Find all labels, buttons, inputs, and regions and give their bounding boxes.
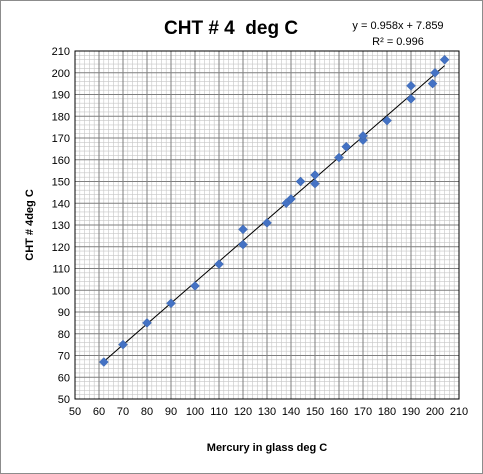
trendline-layer [103, 65, 445, 362]
data-point [430, 67, 440, 78]
data-point [427, 78, 438, 89]
data-point [334, 152, 344, 163]
x-tick-label: 170 [354, 406, 372, 418]
data-point [341, 141, 352, 152]
data-point [238, 224, 248, 235]
y-tick-label: 190 [52, 90, 70, 102]
data-point [238, 239, 248, 250]
data-points [98, 54, 450, 367]
trendline-equation: y = 0.958x + 7.859 [352, 20, 444, 32]
x-tick-label: 60 [93, 406, 105, 418]
data-point [358, 130, 368, 141]
x-tick-label: 190 [402, 406, 420, 418]
data-point [406, 80, 416, 91]
y-tick-label: 170 [52, 133, 70, 145]
x-axis-label: Mercury in glass deg C [207, 442, 327, 454]
data-point [118, 339, 128, 350]
data-point [286, 194, 296, 204]
data-point [262, 217, 272, 228]
x-tick-label: 180 [378, 406, 396, 418]
data-point [295, 176, 306, 187]
chart-title: CHT # 4 deg C [164, 18, 299, 39]
data-point [310, 178, 320, 189]
axis-tick-labels: 50 60 70 80 90 100 110 120 130 140 150 160 170 180 190… [52, 46, 469, 418]
y-tick-label: 50 [58, 394, 70, 406]
trendline-equation-box: y = 0.958x + 7.859 R² = 0.996 [338, 18, 458, 50]
x-tick-label: 120 [234, 406, 252, 418]
y-tick-label: 80 [58, 329, 70, 341]
data-point [382, 115, 392, 126]
plot-area-border [74, 50, 460, 400]
y-tick-label: 150 [52, 177, 70, 189]
x-tick-label: 160 [330, 406, 348, 418]
y-tick-label: 100 [52, 285, 70, 297]
y-tick-label: 90 [58, 307, 70, 319]
data-point [439, 54, 450, 65]
trendline [103, 65, 445, 362]
y-tick-label: 60 [58, 372, 70, 384]
data-point [98, 357, 109, 367]
y-tick-label: 120 [52, 242, 70, 254]
trendline-r-squared: R² = 0.996 [372, 36, 424, 48]
y-tick-label: 130 [52, 220, 70, 232]
y-tick-label: 180 [52, 111, 70, 123]
data-point [190, 281, 200, 291]
x-tick-label: 100 [186, 406, 204, 418]
x-tick-label: 90 [165, 406, 177, 418]
y-tick-label: 70 [58, 351, 70, 363]
y-tick-label: 140 [52, 198, 70, 210]
x-tick-label: 110 [210, 406, 228, 418]
x-tick-label: 130 [258, 406, 276, 418]
x-tick-label: 150 [306, 406, 324, 418]
data-point [142, 318, 152, 328]
y-tick-label: 200 [52, 68, 70, 80]
x-tick-label: 200 [426, 406, 444, 418]
x-tick-label: 210 [450, 406, 468, 418]
x-tick-label: 140 [282, 406, 300, 418]
x-tick-label: 50 [69, 406, 81, 418]
data-point [406, 93, 416, 104]
y-tick-label: 160 [52, 155, 70, 167]
data-point [214, 259, 224, 270]
y-axis-label: CHT # 4deg C [24, 189, 36, 261]
x-tick-label: 80 [141, 406, 153, 418]
data-point [166, 298, 176, 309]
data-point [310, 170, 320, 180]
y-tick-label: 110 [52, 264, 70, 276]
x-tick-label: 70 [117, 406, 129, 418]
y-tick-label: 210 [52, 46, 70, 58]
